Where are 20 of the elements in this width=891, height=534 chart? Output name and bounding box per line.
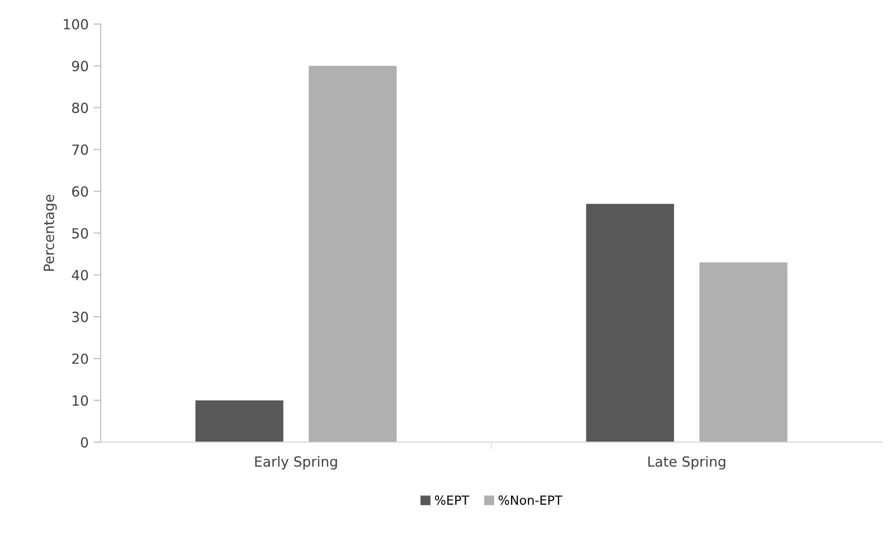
legend-label: %Non-EPT [498, 495, 562, 505]
bar [308, 66, 397, 442]
legend-label: %EPT [434, 495, 470, 505]
y-tick-label: 90 [72, 60, 88, 72]
y-tick-label: 40 [72, 270, 88, 280]
y-tick-label: 100 [64, 19, 88, 30]
bar [195, 400, 284, 442]
x-tick-label: Late Spring [648, 456, 726, 470]
y-tick-label: 30 [72, 312, 88, 322]
y-tick-label: 50 [72, 228, 88, 239]
y-tick-label: 70 [72, 144, 88, 155]
bar [586, 204, 674, 442]
x-tick-label: Early Spring [255, 456, 337, 470]
y-tick-label: 0 [80, 437, 88, 448]
y-tick-label: 60 [72, 186, 88, 197]
y-tick-label: 10 [72, 395, 88, 406]
y-tick-label: 80 [72, 102, 88, 114]
y-axis-title: Percentage [44, 194, 57, 271]
y-tick-label: 20 [72, 353, 88, 364]
bar [699, 262, 788, 442]
